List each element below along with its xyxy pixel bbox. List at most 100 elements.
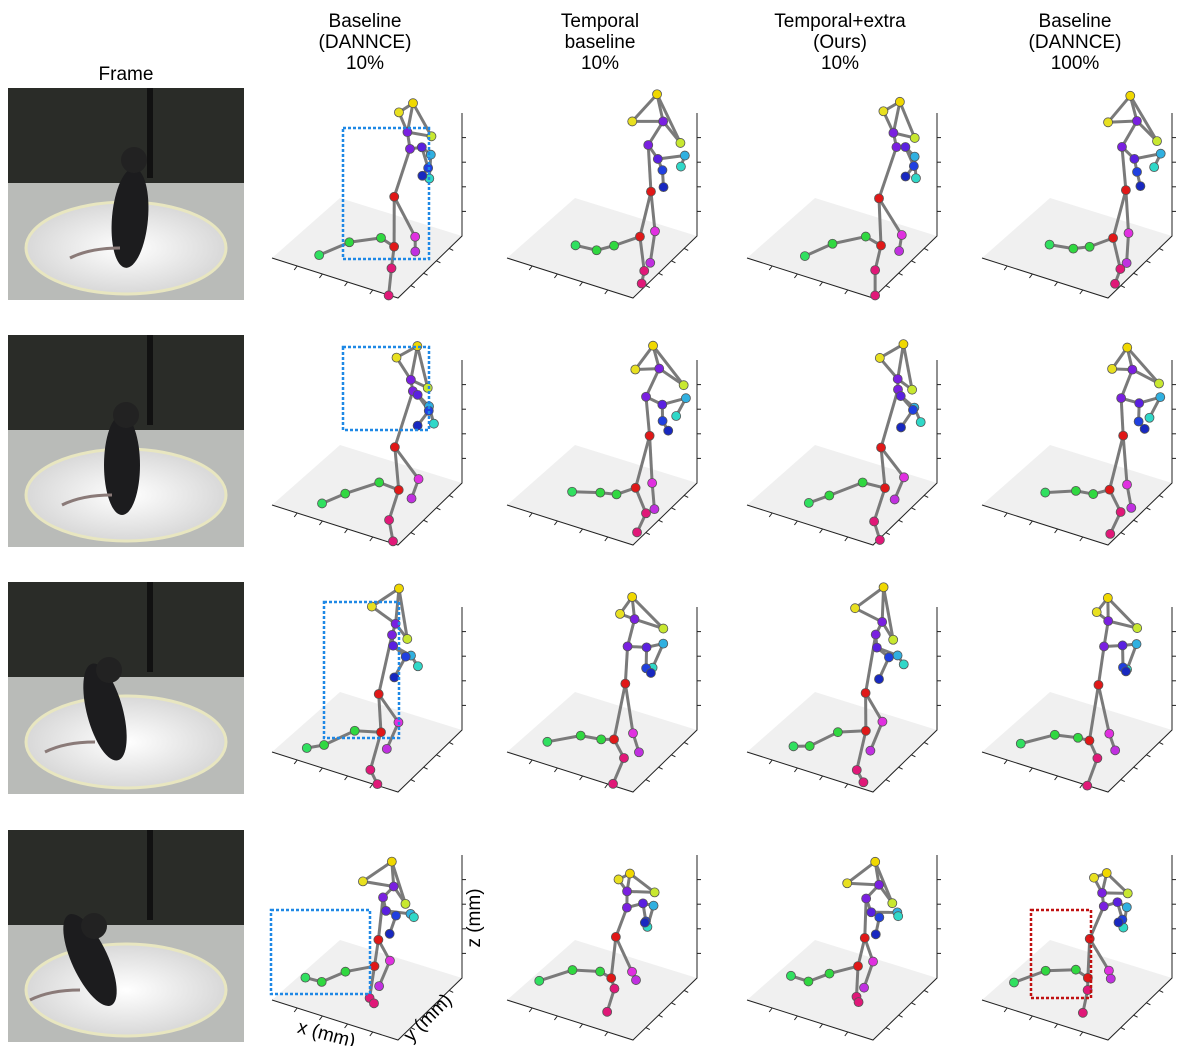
joint xyxy=(878,617,887,626)
pose-panel xyxy=(747,583,941,792)
joint xyxy=(607,974,616,983)
joint xyxy=(1041,488,1050,497)
joint xyxy=(535,976,544,985)
bone xyxy=(847,862,875,883)
joint xyxy=(825,969,834,978)
tick xyxy=(845,537,848,541)
bone xyxy=(413,103,431,136)
bone xyxy=(855,587,883,608)
joint xyxy=(895,97,904,106)
joint xyxy=(642,392,651,401)
joint xyxy=(389,641,398,650)
joint xyxy=(653,90,662,99)
joint xyxy=(875,675,884,684)
bone xyxy=(882,587,883,622)
joint xyxy=(375,982,384,991)
joint xyxy=(1117,394,1126,403)
floor xyxy=(747,692,937,792)
pose-panel xyxy=(982,593,1176,792)
tick xyxy=(820,776,823,780)
joint xyxy=(676,138,685,147)
tick xyxy=(646,286,650,288)
joint xyxy=(871,930,880,939)
joint xyxy=(1106,529,1115,538)
joint xyxy=(880,484,889,493)
joint xyxy=(1145,413,1154,422)
joint xyxy=(621,679,630,688)
joint xyxy=(644,141,653,150)
bone xyxy=(1121,398,1123,435)
tick xyxy=(1055,529,1058,533)
joint xyxy=(1089,873,1098,882)
joint xyxy=(394,584,403,593)
joint xyxy=(650,888,659,897)
tick xyxy=(411,286,415,288)
joint xyxy=(405,144,414,153)
tick xyxy=(899,767,903,769)
joint xyxy=(843,879,852,888)
tick xyxy=(319,768,322,772)
joint xyxy=(1083,781,1092,790)
joint xyxy=(1114,918,1123,927)
joint xyxy=(1135,399,1144,408)
bone xyxy=(866,635,876,694)
joint xyxy=(1111,279,1120,288)
joint xyxy=(659,624,668,633)
joint xyxy=(1071,486,1080,495)
tick xyxy=(529,266,532,270)
joint xyxy=(680,151,689,160)
joint xyxy=(1092,608,1101,617)
tick xyxy=(605,1032,608,1036)
bone xyxy=(900,102,915,138)
joint xyxy=(633,528,642,537)
joint xyxy=(800,252,809,261)
tick xyxy=(1159,742,1163,744)
tick xyxy=(1080,537,1083,541)
joint xyxy=(909,162,918,171)
joint xyxy=(320,740,329,749)
tick xyxy=(370,1032,373,1036)
joint xyxy=(1116,264,1125,273)
joint xyxy=(1126,91,1135,100)
joint xyxy=(387,264,396,273)
joint xyxy=(379,893,388,902)
tick xyxy=(769,513,772,517)
tick xyxy=(671,1003,675,1005)
tick xyxy=(911,755,915,757)
tick xyxy=(769,266,772,270)
bone xyxy=(865,899,866,938)
tick xyxy=(1121,286,1125,288)
joint xyxy=(878,717,887,726)
tick xyxy=(924,248,928,250)
joint xyxy=(804,977,813,986)
joint xyxy=(1041,966,1050,975)
tick xyxy=(1146,261,1150,263)
joint xyxy=(385,956,394,965)
joint xyxy=(616,609,625,618)
joint xyxy=(1104,617,1113,626)
tick xyxy=(370,784,373,788)
joint xyxy=(1106,974,1115,983)
tick xyxy=(1029,521,1032,525)
tick xyxy=(646,533,650,535)
tick xyxy=(294,1008,297,1012)
joint xyxy=(910,133,919,142)
joint xyxy=(901,143,910,152)
joint xyxy=(413,390,422,399)
video-frame xyxy=(8,88,244,300)
joint xyxy=(622,903,631,912)
joint xyxy=(851,604,860,613)
joint xyxy=(369,999,378,1008)
tick xyxy=(659,520,663,522)
joint xyxy=(805,742,814,751)
column-header: Temporal xyxy=(561,11,639,32)
tick xyxy=(345,776,348,780)
column-header: 10% xyxy=(581,53,619,74)
joint xyxy=(681,394,690,403)
joint xyxy=(374,935,383,944)
mouse-head xyxy=(96,657,122,683)
joint xyxy=(852,765,861,774)
joint xyxy=(871,630,880,639)
joint xyxy=(411,247,420,256)
